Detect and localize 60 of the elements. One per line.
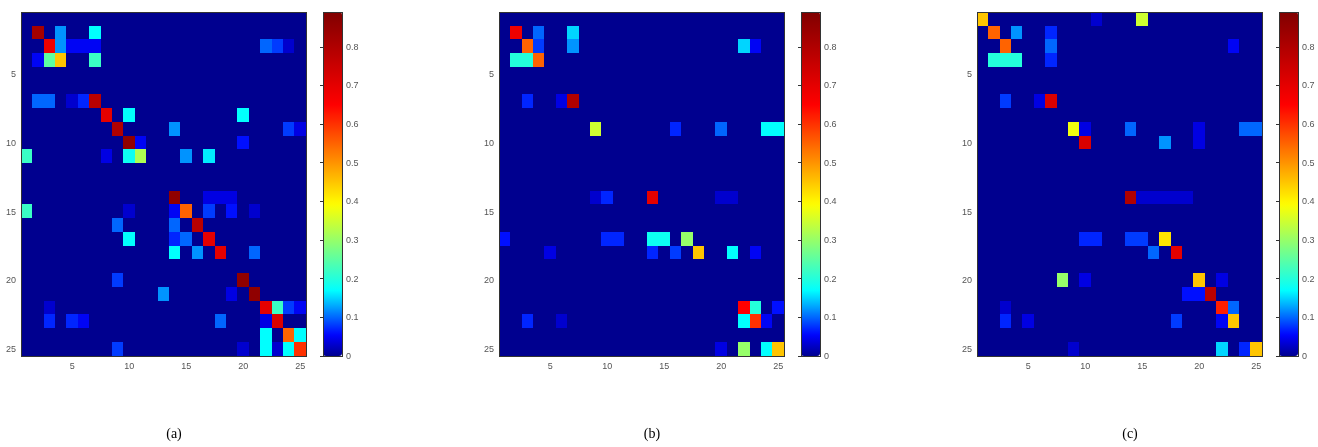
x-tick-label: 25: [1251, 360, 1262, 371]
x-tick-label: 5: [1025, 360, 1031, 371]
text: (a): [166, 425, 183, 442]
color-bar-label: 0.1: [346, 312, 359, 323]
color-bar-label: 0.7: [824, 80, 837, 91]
x-tick-label: 15: [659, 360, 670, 371]
y-tick-label: 5: [488, 68, 494, 79]
color-bar-label: 0.8: [824, 41, 837, 52]
color-bar-label: 0.2: [824, 273, 837, 284]
color-bar-label: 0.6: [346, 119, 359, 130]
x-tick-label: 20: [1194, 360, 1205, 371]
color-bar-label: 0: [824, 351, 830, 361]
color-bar-label: 0.5: [824, 157, 837, 168]
color-bar-label: 0.4: [346, 196, 359, 207]
y-tick-label: 20: [961, 275, 972, 286]
color-bar-label: 0: [1302, 351, 1308, 361]
y-tick-label: 10: [5, 137, 16, 148]
y-tick-label: 10: [961, 137, 972, 148]
x-tick-label: 10: [124, 360, 135, 371]
color-bar-label: 0.4: [824, 196, 837, 207]
color-bar-label: 0.3: [346, 235, 359, 246]
x-tick-label: 25: [773, 360, 784, 371]
y-tick-label: 25: [5, 344, 16, 355]
color-bar-label: 0.5: [1302, 157, 1315, 168]
y-tick-label: 25: [961, 344, 972, 355]
y-tick-label: 10: [483, 137, 494, 148]
x-tick-label: 10: [1080, 360, 1091, 371]
color-bar-label: 0.1: [1302, 312, 1315, 323]
color-bar-label: 0.6: [824, 119, 837, 130]
y-tick-label: 20: [483, 275, 494, 286]
color-bar-label: 0.3: [824, 235, 837, 246]
x-tick-label: 10: [602, 360, 613, 371]
text: (c): [1122, 425, 1139, 442]
color-bar-label: 0.8: [346, 41, 359, 52]
x-tick-label: 15: [181, 360, 192, 371]
x-tick-label: 5: [547, 360, 553, 371]
color-bar-label: 0.1: [824, 312, 837, 323]
color-bar-label: 0.3: [1302, 235, 1315, 246]
y-tick-label: 5: [10, 68, 16, 79]
color-bar-label: 0.8: [1302, 41, 1315, 52]
x-tick-label: 5: [69, 360, 75, 371]
color-bar-label: 0.7: [1302, 80, 1315, 91]
x-tick-label: 15: [1137, 360, 1148, 371]
x-tick-label: 25: [295, 360, 306, 371]
text: (b): [643, 425, 661, 442]
y-tick-label: 5: [966, 68, 972, 79]
color-bar-label: 0.5: [346, 157, 359, 168]
y-tick-label: 25: [483, 344, 494, 355]
y-tick-label: 15: [961, 206, 972, 217]
color-bar-label: 0.4: [1302, 196, 1315, 207]
color-bar-label: 0: [346, 351, 352, 361]
y-tick-label: 20: [5, 275, 16, 286]
x-tick-label: 20: [716, 360, 727, 371]
x-tick-label: 20: [238, 360, 249, 371]
color-bar-label: 0.2: [1302, 273, 1315, 284]
y-tick-label: 15: [5, 206, 16, 217]
color-bar-label: 0.6: [1302, 119, 1315, 130]
color-bar-label: 0.2: [346, 273, 359, 284]
y-tick-label: 15: [483, 206, 494, 217]
color-bar-label: 0.7: [346, 80, 359, 91]
